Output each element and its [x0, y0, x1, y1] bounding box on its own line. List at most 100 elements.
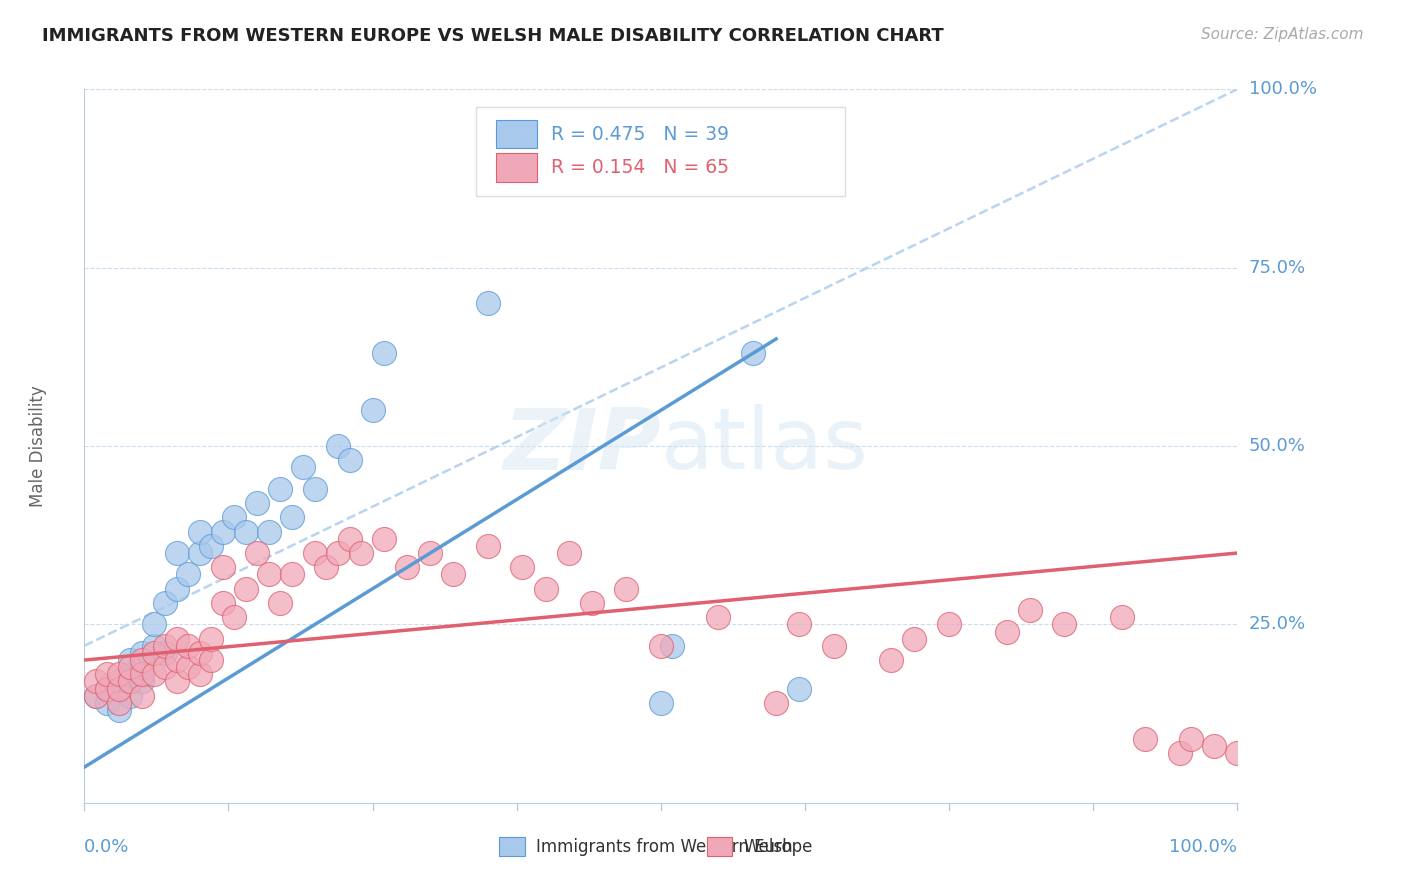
Text: 25.0%: 25.0%	[1249, 615, 1306, 633]
Bar	[707, 838, 733, 856]
Point	[1226, 746, 1249, 760]
Point	[1204, 739, 1226, 753]
Point	[153, 639, 176, 653]
Point	[131, 689, 153, 703]
Point	[153, 596, 176, 610]
Point	[269, 482, 291, 496]
FancyBboxPatch shape	[477, 107, 845, 196]
Point	[188, 667, 211, 681]
Point	[281, 510, 304, 524]
Point	[131, 674, 153, 689]
Point	[396, 560, 419, 574]
Text: atlas: atlas	[661, 404, 869, 488]
Point	[534, 582, 557, 596]
Point	[224, 510, 246, 524]
Point	[108, 681, 131, 696]
Text: ZIP: ZIP	[503, 404, 661, 488]
Point	[84, 674, 107, 689]
Point	[326, 439, 349, 453]
Point	[120, 653, 142, 667]
Point	[707, 610, 730, 624]
Text: Source: ZipAtlas.com: Source: ZipAtlas.com	[1201, 27, 1364, 42]
Point	[166, 632, 188, 646]
Point	[108, 674, 131, 689]
Point	[188, 546, 211, 560]
Point	[281, 567, 304, 582]
Point	[339, 453, 361, 467]
Point	[373, 532, 395, 546]
Bar	[496, 120, 537, 148]
Point	[257, 567, 280, 582]
Point	[269, 596, 291, 610]
Point	[477, 296, 499, 310]
Point	[166, 653, 188, 667]
Text: 0.0%: 0.0%	[84, 838, 129, 856]
Point	[142, 667, 165, 681]
Point	[108, 667, 131, 681]
Point	[200, 653, 222, 667]
Point	[823, 639, 845, 653]
Point	[765, 696, 787, 710]
Point	[235, 524, 257, 539]
Point	[650, 696, 672, 710]
Point	[614, 582, 637, 596]
Point	[188, 524, 211, 539]
Text: 75.0%: 75.0%	[1249, 259, 1306, 277]
Point	[235, 582, 257, 596]
Point	[1018, 603, 1040, 617]
Point	[1133, 731, 1156, 746]
Point	[142, 639, 165, 653]
Point	[120, 667, 142, 681]
Point	[361, 403, 384, 417]
Point	[166, 582, 188, 596]
Point	[108, 696, 131, 710]
Text: Immigrants from Western Europe: Immigrants from Western Europe	[536, 838, 813, 856]
Bar	[496, 153, 537, 182]
Point	[108, 703, 131, 717]
Point	[120, 674, 142, 689]
Point	[142, 617, 165, 632]
Point	[903, 632, 925, 646]
Point	[441, 567, 464, 582]
Point	[1168, 746, 1191, 760]
Point	[246, 496, 269, 510]
Point	[304, 546, 326, 560]
Point	[339, 532, 361, 546]
Point	[661, 639, 683, 653]
Point	[131, 653, 153, 667]
Text: Male Disability: Male Disability	[30, 385, 48, 507]
Point	[142, 646, 165, 660]
Point	[787, 681, 810, 696]
Point	[373, 346, 395, 360]
Point	[166, 546, 188, 560]
Point	[419, 546, 441, 560]
Point	[96, 696, 118, 710]
Point	[153, 660, 176, 674]
Point	[557, 546, 579, 560]
Point	[650, 639, 672, 653]
Point	[304, 482, 326, 496]
Text: 100.0%: 100.0%	[1170, 838, 1237, 856]
Point	[211, 524, 233, 539]
Text: R = 0.154   N = 65: R = 0.154 N = 65	[551, 158, 730, 178]
Text: R = 0.475   N = 39: R = 0.475 N = 39	[551, 125, 730, 144]
Point	[84, 689, 107, 703]
Point	[84, 689, 107, 703]
Point	[326, 546, 349, 560]
Point	[315, 560, 337, 574]
Point	[177, 639, 200, 653]
Point	[96, 667, 118, 681]
Point	[166, 674, 188, 689]
Point	[787, 617, 810, 632]
Point	[177, 567, 200, 582]
Point	[120, 689, 142, 703]
Point	[200, 632, 222, 646]
Text: IMMIGRANTS FROM WESTERN EUROPE VS WELSH MALE DISABILITY CORRELATION CHART: IMMIGRANTS FROM WESTERN EUROPE VS WELSH …	[42, 27, 943, 45]
Point	[477, 539, 499, 553]
Point	[246, 546, 269, 560]
Point	[131, 667, 153, 681]
Point	[880, 653, 903, 667]
Text: 50.0%: 50.0%	[1249, 437, 1306, 455]
Point	[211, 560, 233, 574]
Point	[96, 681, 118, 696]
